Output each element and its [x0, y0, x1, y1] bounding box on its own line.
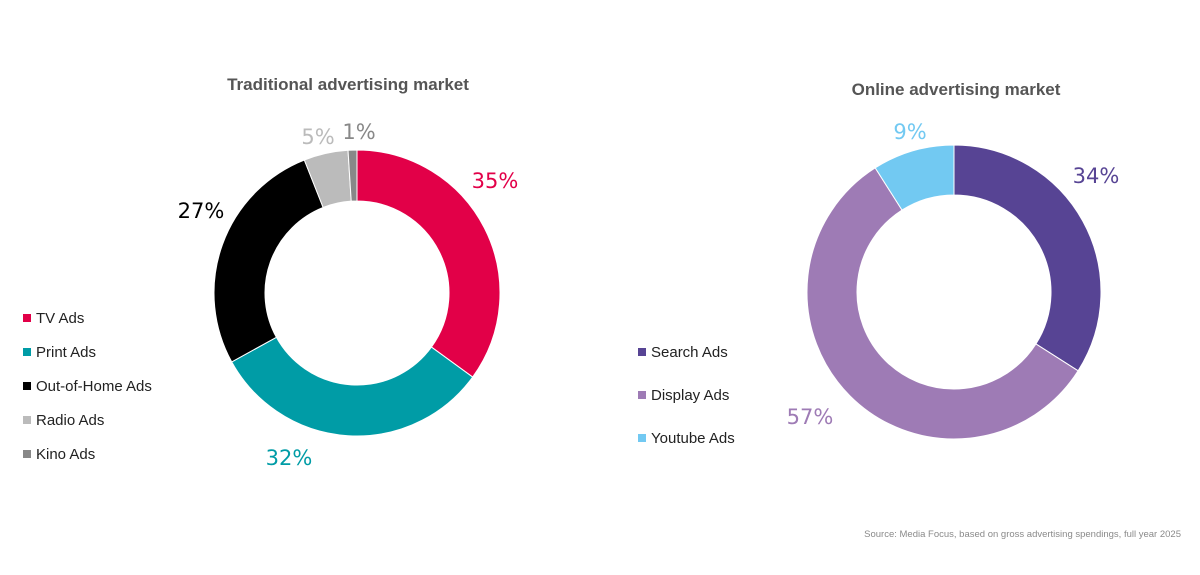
legend-item-tv-ads: TV Ads [23, 308, 152, 328]
legend-label: Kino Ads [36, 445, 96, 463]
legend-label: Search Ads [651, 343, 728, 361]
data-label-search-ads: 34% [1073, 164, 1120, 188]
data-label-radio-ads: 5% [301, 125, 334, 149]
legend-item-out-of-home-ads: Out-of-Home Ads [23, 376, 152, 396]
source-note: Source: Media Focus, based on gross adve… [864, 529, 1181, 540]
legend-label: TV Ads [36, 309, 85, 327]
data-label-print-ads: 32% [266, 446, 313, 470]
legend-swatch [638, 434, 646, 442]
slice-tv-ads [356, 149, 501, 378]
legend-item-search-ads: Search Ads [638, 342, 735, 362]
data-label-display-ads: 57% [787, 405, 834, 429]
chart-title-online: Online advertising market [851, 80, 1061, 99]
data-label-youtube-ads: 9% [893, 120, 926, 144]
legend-swatch [23, 382, 31, 390]
slice-print-ads [231, 336, 474, 437]
legend-swatch [638, 348, 646, 356]
legend-label: Print Ads [36, 343, 97, 361]
legend-label: Youtube Ads [651, 429, 735, 447]
slice-display-ads [806, 167, 1079, 440]
legend-swatch [638, 391, 646, 399]
slice-youtube-ads [874, 144, 955, 211]
slice-search-ads [953, 144, 1102, 372]
legend-traditional: TV Ads Print Ads Out-of-Home Ads Radio Ads K… [23, 308, 152, 478]
legend-item-display-ads: Display Ads [638, 385, 735, 405]
chart-title-traditional: Traditional advertising market [227, 75, 469, 94]
legend-item-radio-ads: Radio Ads [23, 410, 152, 430]
data-label-out-of-home-ads: 27% [178, 199, 225, 223]
legend-item-kino-ads: Kino Ads [23, 444, 152, 464]
legend-item-print-ads: Print Ads [23, 342, 152, 362]
legend-swatch [23, 348, 31, 356]
legend-swatch [23, 416, 31, 424]
legend-label: Display Ads [651, 386, 730, 404]
data-label-tv-ads: 35% [472, 169, 519, 193]
legend-swatch [23, 450, 31, 458]
legend-swatch [23, 314, 31, 322]
slice-kino-ads [347, 149, 358, 202]
legend-online: Search Ads Display Ads Youtube Ads [638, 342, 735, 471]
legend-label: Radio Ads [36, 411, 105, 429]
slice-out-of-home-ads [213, 159, 324, 363]
legend-item-youtube-ads: Youtube Ads [638, 428, 735, 448]
data-label-kino-ads: 1% [342, 120, 375, 144]
legend-label: Out-of-Home Ads [36, 377, 152, 395]
